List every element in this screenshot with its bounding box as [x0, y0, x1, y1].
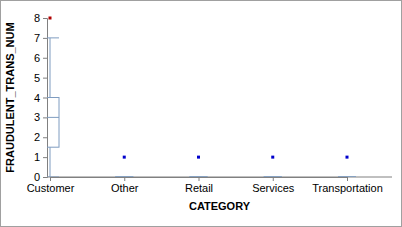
- box-body: [190, 177, 208, 178]
- box-body: [115, 177, 133, 178]
- x-tick-mark: [273, 177, 274, 181]
- y-axis: 012345678: [34, 12, 48, 183]
- upper-cap: [115, 177, 133, 178]
- box: [190, 156, 208, 177]
- lower-cap: [338, 177, 356, 178]
- x-tick: Customer: [27, 177, 75, 194]
- x-axis-line: [51, 178, 348, 182]
- x-tick: Transportation: [312, 177, 383, 194]
- y-tick-label: 5: [34, 72, 40, 84]
- y-tick-mark: [43, 137, 47, 138]
- plot-marks: [47, 17, 356, 178]
- y-tick-mark: [43, 117, 47, 118]
- y-tick-mark: [43, 58, 47, 59]
- y-tick-mark: [43, 98, 47, 99]
- chart: 012345678CustomerOtherRetailServicesTran…: [0, 0, 402, 227]
- y-tick: 1: [34, 151, 47, 163]
- x-tick-mark: [199, 177, 200, 181]
- y-tick-mark: [43, 78, 47, 79]
- box-body: [338, 177, 356, 178]
- upper-whisker: [50, 38, 51, 98]
- y-tick-label: 4: [34, 92, 40, 104]
- y-tick-label: 1: [34, 151, 40, 163]
- frame: [1, 1, 402, 227]
- x-tick-mark: [124, 177, 125, 181]
- lower-cap: [264, 177, 282, 178]
- box-body: [47, 98, 59, 148]
- x-axis: Customer Other Retail Services Transportatio…: [27, 177, 383, 194]
- outlier: [197, 156, 200, 159]
- y-tick: 7: [34, 32, 47, 44]
- outlier: [123, 156, 126, 159]
- x-tick-label: Customer: [27, 182, 75, 194]
- median: [190, 177, 208, 178]
- y-tick-mark: [43, 38, 47, 39]
- box: [338, 156, 356, 177]
- y-axis-line: [43, 19, 48, 178]
- outlier: [271, 156, 274, 159]
- y-tick-mark: [43, 18, 47, 19]
- y-tick-label: 2: [34, 131, 40, 143]
- y-tick: 4: [34, 92, 47, 104]
- x-tick: Services: [252, 177, 295, 194]
- y-tick-label: 8: [34, 12, 40, 24]
- y-tick-label: 3: [34, 111, 40, 123]
- x-axis-title: CATEGORY: [189, 200, 251, 212]
- y-tick: 8: [34, 12, 47, 24]
- box-body: [264, 177, 282, 178]
- x-tick-label: Transportation: [312, 182, 383, 194]
- x-tick: Other: [111, 177, 139, 194]
- upper-cap: [190, 177, 208, 178]
- y-tick-mark: [43, 177, 47, 178]
- outlier: [49, 17, 52, 20]
- median: [47, 117, 59, 118]
- box: [115, 156, 133, 177]
- lower-cap: [47, 177, 59, 178]
- x-tick: Retail: [185, 177, 213, 194]
- x-tick-mark: [347, 177, 348, 181]
- x-tick-label: Retail: [185, 182, 213, 194]
- y-tick: 5: [34, 72, 47, 84]
- lower-whisker: [50, 147, 51, 177]
- upper-cap: [338, 177, 356, 178]
- y-tick-label: 7: [34, 32, 40, 44]
- x-tick-mark: [50, 177, 51, 181]
- upper-cap: [264, 177, 282, 178]
- y-tick: 3: [34, 111, 47, 123]
- upper-cap: [47, 37, 59, 38]
- y-tick-label: 6: [34, 52, 40, 64]
- median: [338, 177, 356, 178]
- box: [47, 17, 59, 178]
- outlier: [346, 156, 349, 159]
- median: [115, 177, 133, 178]
- median: [264, 177, 282, 178]
- y-tick: 6: [34, 52, 47, 64]
- x-tick-label: Services: [252, 182, 295, 194]
- box: [264, 156, 282, 177]
- x-tick-label: Other: [111, 182, 139, 194]
- y-tick: 2: [34, 131, 47, 143]
- lower-cap: [190, 177, 208, 178]
- lower-cap: [115, 177, 133, 178]
- y-axis-title: FRAUDULENT_TRANS_NUM: [4, 22, 16, 172]
- y-tick-mark: [43, 157, 47, 158]
